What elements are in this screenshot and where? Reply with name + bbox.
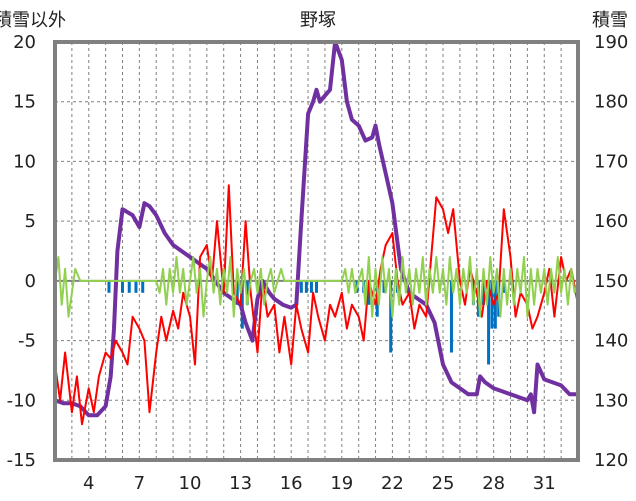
precipitation-bar [304, 280, 308, 293]
x-tick-label: 16 [280, 473, 303, 494]
precipitation-bar [382, 280, 386, 293]
precipitation-bar [389, 280, 393, 353]
wind-line [54, 256, 579, 318]
precipitation-bar [449, 280, 453, 353]
precipitation-bar [127, 280, 131, 293]
plot-frame [53, 40, 580, 462]
x-tick-label: 19 [330, 473, 353, 494]
precipitation-bar [487, 280, 491, 365]
x-tick-label: 4 [83, 473, 94, 494]
left-axis-label: 積雪以外 [0, 10, 66, 31]
left-tick-label: -15 [7, 450, 36, 471]
precipitation-bar [482, 280, 486, 305]
precipitation-bar [367, 280, 371, 305]
right-tick-label: 120 [594, 450, 628, 471]
x-tick-label: 10 [179, 473, 202, 494]
precipitation-bar [134, 280, 138, 293]
right-tick-label: 180 [594, 92, 628, 113]
left-tick-label: 10 [13, 151, 36, 172]
chart-title: 野塚 [300, 10, 336, 31]
precipitation-bar [141, 280, 145, 293]
x-tick-label: 7 [134, 473, 145, 494]
right-tick-label: 190 [594, 32, 628, 53]
precipitation-bar [490, 280, 494, 329]
series-lines [54, 40, 579, 426]
precipitation-bar [120, 280, 124, 293]
right-axis-label: 積雪 [592, 10, 628, 31]
snow_depth-line [54, 40, 578, 418]
precipitation-bar [493, 280, 497, 329]
right-tick-label: 160 [594, 211, 628, 232]
precipitation-bar [315, 280, 318, 293]
temperature-line [54, 184, 579, 426]
left-tick-label: 5 [25, 211, 36, 232]
tick-labels: 20 15 10 5 0 -5 -10 -15 190 180 170 160 150 140 130 120… [7, 32, 629, 494]
x-tick-label: 22 [381, 473, 404, 494]
right-tick-label: 170 [594, 151, 628, 172]
right-tick-label: 140 [594, 331, 628, 352]
left-tick-label: -5 [18, 331, 36, 352]
x-tick-label: 25 [432, 473, 455, 494]
grid-lines [54, 41, 578, 461]
left-tick-label: 0 [25, 271, 36, 292]
x-tick-label: 13 [229, 473, 252, 494]
left-tick-label: 20 [13, 32, 36, 53]
precipitation-bar [245, 280, 249, 305]
left-tick-label: 15 [13, 92, 36, 113]
right-tick-label: 150 [594, 271, 628, 292]
precipitation-bar [309, 280, 313, 293]
x-tick-label: 31 [533, 473, 556, 494]
x-tick-label: 28 [482, 473, 505, 494]
precipitation-bar [107, 280, 111, 293]
right-tick-label: 130 [594, 390, 628, 411]
left-tick-label: -10 [7, 390, 36, 411]
precipitation-bar [299, 280, 303, 293]
precipitation-bar [502, 280, 506, 293]
precipitation-bar [235, 280, 239, 305]
